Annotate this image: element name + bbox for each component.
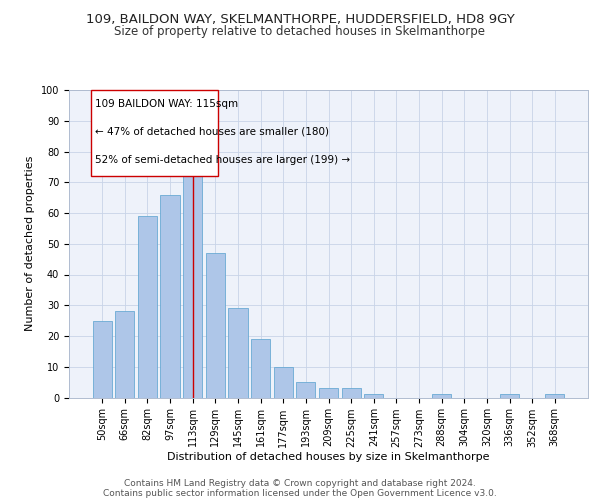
- Text: 109, BAILDON WAY, SKELMANTHORPE, HUDDERSFIELD, HD8 9GY: 109, BAILDON WAY, SKELMANTHORPE, HUDDERS…: [86, 12, 514, 26]
- Text: 109 BAILDON WAY: 115sqm: 109 BAILDON WAY: 115sqm: [95, 99, 238, 109]
- Bar: [183, 152, 202, 398]
- Bar: [545, 394, 565, 398]
- Bar: [319, 388, 338, 398]
- Bar: [251, 339, 270, 398]
- Bar: [432, 394, 451, 398]
- Bar: [296, 382, 316, 398]
- Text: ← 47% of detached houses are smaller (180): ← 47% of detached houses are smaller (18…: [95, 127, 329, 137]
- Bar: [160, 194, 180, 398]
- Bar: [500, 394, 519, 398]
- Bar: [115, 312, 134, 398]
- Text: Size of property relative to detached houses in Skelmanthorpe: Size of property relative to detached ho…: [115, 25, 485, 38]
- Bar: [341, 388, 361, 398]
- Bar: [274, 367, 293, 398]
- Bar: [92, 320, 112, 398]
- Bar: [138, 216, 157, 398]
- Text: Contains HM Land Registry data © Crown copyright and database right 2024.: Contains HM Land Registry data © Crown c…: [124, 478, 476, 488]
- Text: Contains public sector information licensed under the Open Government Licence v3: Contains public sector information licen…: [103, 488, 497, 498]
- Bar: [206, 253, 225, 398]
- FancyBboxPatch shape: [91, 90, 218, 176]
- Bar: [364, 394, 383, 398]
- Y-axis label: Number of detached properties: Number of detached properties: [25, 156, 35, 332]
- Bar: [229, 308, 248, 398]
- Text: 52% of semi-detached houses are larger (199) →: 52% of semi-detached houses are larger (…: [95, 154, 350, 164]
- X-axis label: Distribution of detached houses by size in Skelmanthorpe: Distribution of detached houses by size …: [167, 452, 490, 462]
